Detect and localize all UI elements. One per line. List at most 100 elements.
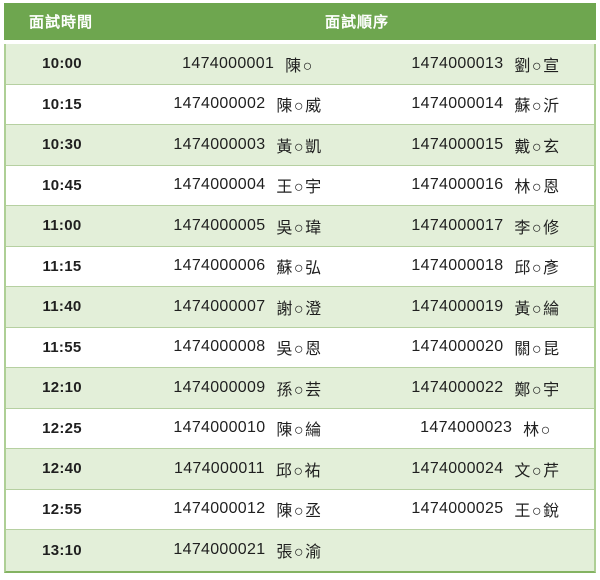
order-cell-left: 1474000010 陳○綸	[118, 416, 378, 440]
candidate-id: 1474000018	[411, 257, 504, 275]
interview-time-cell: 10:30	[42, 136, 82, 154]
interview-time-cell: 12:55	[42, 500, 82, 518]
candidate-name: 鄭○宇	[514, 381, 561, 399]
order-cell-right: 1474000025 王○銳	[378, 497, 594, 521]
table-row: 11:55 1474000008 吳○恩 1474000020 關○昆	[6, 327, 594, 368]
candidate-id: 1474000024	[411, 459, 504, 477]
candidate-id: 1474000002	[173, 95, 266, 113]
candidate-id: 1474000009	[173, 378, 266, 396]
order-cell-left: 1474000001 陳○	[118, 52, 378, 76]
candidate-name: 蘇○弘	[276, 260, 323, 278]
order-cell-right: 1474000015 戴○玄	[378, 133, 594, 157]
candidate-name: 黃○綸	[514, 300, 561, 318]
candidate-id: 1474000008	[173, 338, 266, 356]
table-row: 10:00 1474000001 陳○ 1474000013 劉○宣	[6, 44, 594, 85]
candidate-id: 1474000001	[182, 54, 275, 72]
order-cell-left: 1474000009 孫○芸	[118, 376, 378, 400]
candidate-id: 1474000015	[411, 135, 504, 153]
interview-time-cell: 10:00	[42, 55, 82, 73]
order-cell-right: 1474000024 文○芹	[378, 457, 594, 481]
candidate-id: 1474000010	[173, 419, 266, 437]
interview-time-cell: 12:40	[42, 460, 82, 478]
interview-time-cell: 10:15	[42, 95, 82, 113]
candidate-name: 邱○彥	[514, 260, 561, 278]
table-row: 11:40 1474000007 謝○澄 1474000019 黃○綸	[6, 287, 594, 328]
candidate-id: 1474000005	[173, 216, 266, 234]
order-cell-right: 1474000019 黃○綸	[378, 295, 594, 319]
candidate-name: 陳○丞	[276, 503, 323, 521]
candidate-name: 陳○威	[276, 98, 323, 116]
candidate-id: 1474000011	[174, 459, 265, 477]
candidate-name: 戴○玄	[514, 138, 561, 156]
interview-time-cell: 12:10	[42, 379, 82, 397]
candidate-id: 1474000012	[173, 500, 266, 518]
candidate-id: 1474000007	[173, 297, 266, 315]
candidate-id: 1474000016	[411, 176, 504, 194]
interview-time-cell: 13:10	[42, 541, 82, 559]
order-cell-left: 1474000007 謝○澄	[118, 295, 378, 319]
candidate-id: 1474000014	[411, 95, 504, 113]
table-row: 11:15 1474000006 蘇○弘 1474000018 邱○彥	[6, 246, 594, 287]
candidate-name: 黃○凱	[276, 138, 323, 156]
candidate-name: 李○修	[514, 219, 561, 237]
table-row: 10:30 1474000003 黃○凱 1474000015 戴○玄	[6, 125, 594, 166]
interview-time-cell: 12:25	[42, 419, 82, 437]
order-cell-right: 1474000014 蘇○沂	[378, 92, 594, 116]
candidate-name: 吳○恩	[276, 341, 323, 359]
table-row: 11:00 1474000005 吳○瑋 1474000017 李○修	[6, 206, 594, 247]
candidate-name: 劉○宣	[514, 57, 561, 75]
interview-time-cell: 11:55	[42, 338, 82, 356]
order-cell-left: 1474000021 張○渝	[118, 538, 378, 562]
candidate-id: 1474000017	[411, 216, 504, 234]
order-cell-left: 1474000006 蘇○弘	[118, 254, 378, 278]
interview-time-cell: 11:40	[42, 298, 82, 316]
order-cell-right: 1474000013 劉○宣	[378, 52, 594, 76]
candidate-id: 1474000003	[173, 135, 266, 153]
order-cell-left: 1474000003 黃○凱	[118, 133, 378, 157]
candidate-name: 文○芹	[514, 462, 561, 480]
table-row: 13:10 1474000021 張○渝	[6, 530, 594, 571]
candidate-name: 林○恩	[514, 179, 561, 197]
candidate-name: 林○	[523, 422, 552, 440]
table-row: 12:40 1474000011 邱○祐 1474000024 文○芹	[6, 449, 594, 490]
interview-time-cell: 11:00	[42, 217, 82, 235]
order-cell-left: 1474000005 吳○瑋	[118, 214, 378, 238]
candidate-id: 1474000013	[411, 54, 504, 72]
candidate-name: 邱○祐	[275, 462, 322, 480]
table-row: 10:45 1474000004 王○宇 1474000016 林○恩	[6, 165, 594, 206]
order-cell-right: 1474000017 李○修	[378, 214, 594, 238]
interview-time-cell: 11:15	[42, 257, 82, 275]
candidate-id: 1474000004	[173, 176, 266, 194]
order-cell-left: 1474000004 王○宇	[118, 173, 378, 197]
order-cell-right: 1474000016 林○恩	[378, 173, 594, 197]
candidate-id: 1474000025	[411, 500, 504, 518]
table-row: 10:15 1474000002 陳○威 1474000014 蘇○沂	[6, 84, 594, 125]
candidate-name: 孫○芸	[276, 381, 323, 399]
header-interview-order: 面試順序	[324, 14, 389, 31]
candidate-id: 1474000006	[173, 257, 266, 275]
order-cell-right: 1474000023 林○	[378, 416, 594, 440]
candidate-name: 謝○澄	[276, 300, 323, 318]
order-cell-left: 1474000011 邱○祐	[118, 457, 378, 481]
table-body: 10:00 1474000001 陳○ 1474000013 劉○宣 10:15…	[4, 44, 596, 573]
order-cell-left: 1474000002 陳○威	[118, 92, 378, 116]
order-cell-left: 1474000012 陳○丞	[118, 497, 378, 521]
candidate-id: 1474000020	[411, 338, 504, 356]
order-cell-left: 1474000008 吳○恩	[118, 335, 378, 359]
candidate-id: 1474000022	[411, 378, 504, 396]
candidate-name: 蘇○沂	[514, 98, 561, 116]
candidate-name: 王○銳	[514, 503, 561, 521]
table-row: 12:10 1474000009 孫○芸 1474000022 鄭○宇	[6, 368, 594, 409]
candidate-name: 王○宇	[276, 179, 323, 197]
order-cell-right: 1474000020 關○昆	[378, 335, 594, 359]
candidate-name: 吳○瑋	[276, 219, 323, 237]
candidate-name: 張○渝	[276, 544, 323, 562]
candidate-id: 1474000023	[420, 419, 513, 437]
candidate-name: 陳○	[285, 57, 314, 75]
interview-time-cell: 10:45	[42, 176, 82, 194]
order-cell-right: 1474000022 鄭○宇	[378, 376, 594, 400]
header-interview-time: 面試時間	[28, 14, 93, 31]
table-header-row: 面試時間 面試順序	[4, 3, 596, 40]
table-row: 12:25 1474000010 陳○綸 1474000023 林○	[6, 408, 594, 449]
